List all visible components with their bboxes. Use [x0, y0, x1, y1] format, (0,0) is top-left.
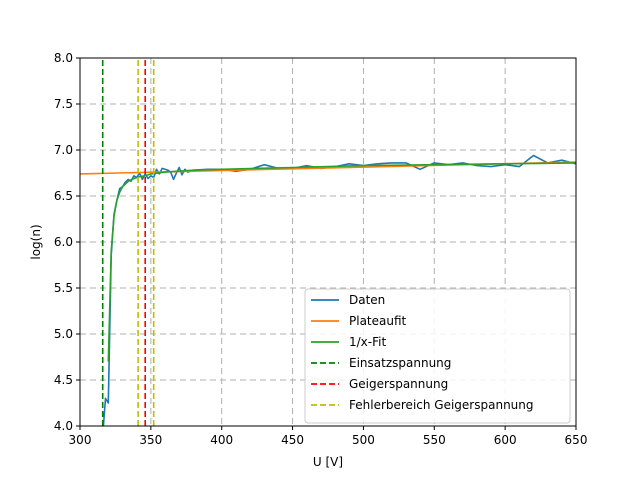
x-tick-label: 550	[423, 433, 446, 447]
y-tick-label: 4.0	[54, 419, 73, 433]
x-tick-label: 650	[565, 433, 588, 447]
x-tick-label: 600	[494, 433, 517, 447]
y-tick-label: 4.5	[54, 373, 73, 387]
x-tick-label: 500	[352, 433, 375, 447]
y-tick-label: 7.5	[54, 97, 73, 111]
y-tick-label: 5.5	[54, 281, 73, 295]
series-line-2	[107, 162, 576, 362]
y-tick-label: 6.5	[54, 189, 73, 203]
x-tick-label: 300	[69, 433, 92, 447]
legend: Daten Plateaufit 1/x-Fit Einsatzspannung Gei…	[304, 288, 571, 424]
x-tick-label: 450	[281, 433, 304, 447]
legend-box	[304, 288, 571, 424]
legend-label: Einsatzspannung	[349, 356, 451, 370]
legend-label: Fehlerbereich Geigerspannung	[349, 398, 534, 412]
ticks: 300 350 400 450 500 550 600 650 4.0 4.5 5.0 5.5 6.0 6…	[54, 51, 588, 447]
y-tick-label: 8.0	[54, 51, 73, 65]
y-tick-label: 5.0	[54, 327, 73, 341]
legend-label: Plateaufit	[349, 314, 407, 328]
x-tick-label: 350	[139, 433, 162, 447]
x-axis-label: U [V]	[313, 455, 343, 469]
x-tick-label: 400	[210, 433, 233, 447]
legend-label: 1/x-Fit	[349, 335, 386, 349]
legend-label: Daten	[349, 293, 385, 307]
y-axis-label: log(n)	[29, 224, 43, 259]
y-tick-label: 6.0	[54, 235, 73, 249]
legend-label: Geigerspannung	[349, 377, 448, 391]
series-layer	[80, 58, 576, 426]
y-tick-label: 7.0	[54, 143, 73, 157]
